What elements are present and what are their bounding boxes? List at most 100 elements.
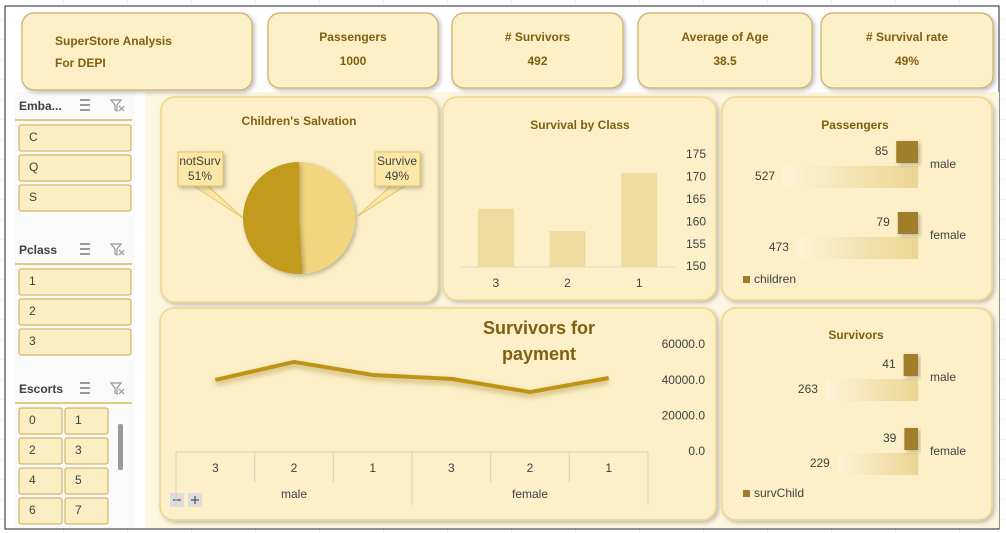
bar xyxy=(896,141,918,163)
kpi-card xyxy=(820,12,994,89)
callout xyxy=(177,151,224,187)
y-tick-label: 175 xyxy=(686,147,706,161)
slicer-item[interactable] xyxy=(64,437,109,465)
chart-title: Survivors for payment xyxy=(482,318,596,364)
y-category-label: male xyxy=(930,370,956,384)
slicer-item-label: 4 xyxy=(29,473,36,487)
chart-title: Children's Salvation xyxy=(242,114,357,128)
slicer-item-label: 2 xyxy=(29,443,36,457)
button-icons xyxy=(173,496,199,504)
chart-title-text: Survivors for payment xyxy=(482,318,596,364)
slicer-item[interactable] xyxy=(18,154,132,182)
data-label: 263 xyxy=(798,382,818,396)
kpi-value: 492 xyxy=(527,54,547,68)
x-group-label: male xyxy=(281,487,307,501)
slicer-item[interactable] xyxy=(18,184,132,212)
x-tick-label: 3 xyxy=(212,461,219,475)
pie-slice xyxy=(242,162,303,274)
x-tick-label: 2 xyxy=(527,461,534,475)
bar xyxy=(903,354,918,376)
clear-filter-icon xyxy=(109,99,125,112)
bar xyxy=(825,379,918,401)
bar xyxy=(796,237,918,259)
kpi-card xyxy=(267,12,439,89)
x-tick-label: 1 xyxy=(369,461,376,475)
chart-title: Survival by Class xyxy=(530,118,630,132)
slicer-item[interactable] xyxy=(18,268,132,296)
kpi-title: Passengers xyxy=(319,30,387,44)
bar xyxy=(477,208,514,267)
chart-title: Passengers xyxy=(821,118,889,132)
legend-label: children xyxy=(754,272,796,286)
data-label: 473 xyxy=(769,240,789,254)
y-tick-label: 60000.0 xyxy=(662,337,706,351)
multi-select-icon xyxy=(80,243,90,255)
x-tick-label: 1 xyxy=(605,461,612,475)
y-tick-label: 165 xyxy=(686,192,706,206)
data-label: 41 xyxy=(882,357,896,371)
slicer-item-label: 3 xyxy=(29,334,36,348)
clear-filter-icon xyxy=(109,243,125,256)
slicer-item-label: 5 xyxy=(75,473,82,487)
data-label: 527 xyxy=(755,169,775,183)
slicer-item[interactable] xyxy=(18,124,132,152)
slicer-item-label: S xyxy=(29,190,37,204)
legend-label: survChild xyxy=(754,486,804,500)
slicer-item-label: 1 xyxy=(75,413,82,427)
scrollbar[interactable] xyxy=(118,424,123,470)
kpi-title: Average of Age xyxy=(681,30,768,44)
y-tick-label: 150 xyxy=(686,259,706,273)
slicer-item[interactable] xyxy=(64,407,109,435)
bar xyxy=(621,172,658,267)
slicer-item-label: C xyxy=(29,130,38,144)
slicer-item-label: 2 xyxy=(29,304,36,318)
bar xyxy=(837,453,918,475)
kpi-value: 1000 xyxy=(340,54,367,68)
bar xyxy=(783,166,918,188)
legend-swatch xyxy=(743,276,750,283)
callout-category: Survive xyxy=(377,154,417,168)
slicer-item-label: 7 xyxy=(75,503,82,517)
y-category-label: female xyxy=(930,228,966,242)
slicer-item-label: 6 xyxy=(29,503,36,517)
slicer-item[interactable] xyxy=(64,497,109,525)
clear-filter-icon xyxy=(109,382,125,395)
slicer-item-label: 1 xyxy=(29,274,36,288)
data-label: 229 xyxy=(810,456,830,470)
slicer-item[interactable] xyxy=(18,467,63,495)
y-category-label: female xyxy=(930,444,966,458)
y-tick-label: 40000.0 xyxy=(662,373,706,387)
slicer-item[interactable] xyxy=(18,437,63,465)
x-tick-label: 3 xyxy=(492,276,499,290)
slicer-item[interactable] xyxy=(18,407,63,435)
slicer-title: Escorts xyxy=(19,382,63,396)
slicer-item[interactable] xyxy=(18,497,63,525)
x-group-label: female xyxy=(512,487,548,501)
y-tick-label: 155 xyxy=(686,237,706,251)
x-tick-label: 1 xyxy=(636,276,643,290)
bar xyxy=(904,428,918,450)
legend-swatch xyxy=(743,490,750,497)
slicer-item-label: Q xyxy=(29,160,38,174)
slicer-item[interactable] xyxy=(18,328,132,356)
kpi-value: 49% xyxy=(895,54,919,68)
callout xyxy=(374,151,421,187)
slicer-title: Emba... xyxy=(19,99,62,113)
chart-title: Survivors xyxy=(828,328,884,342)
kpi-card xyxy=(451,12,624,89)
data-label: 39 xyxy=(883,431,897,445)
y-tick-label: 0.0 xyxy=(688,444,705,458)
multi-select-icon xyxy=(80,99,90,111)
kpi-card xyxy=(637,12,813,89)
header-line: For DEPI xyxy=(55,56,106,70)
data-label: 79 xyxy=(876,215,890,229)
slicer-item[interactable] xyxy=(64,467,109,495)
header-card xyxy=(21,12,253,91)
callout-value: 51% xyxy=(188,169,212,183)
header-line: SuperStore Analysis xyxy=(55,34,172,48)
x-tick-label: 2 xyxy=(564,276,571,290)
kpi-title: # Survivors xyxy=(505,30,571,44)
slicer-item[interactable] xyxy=(18,298,132,326)
kpi-value: 38.5 xyxy=(713,54,737,68)
